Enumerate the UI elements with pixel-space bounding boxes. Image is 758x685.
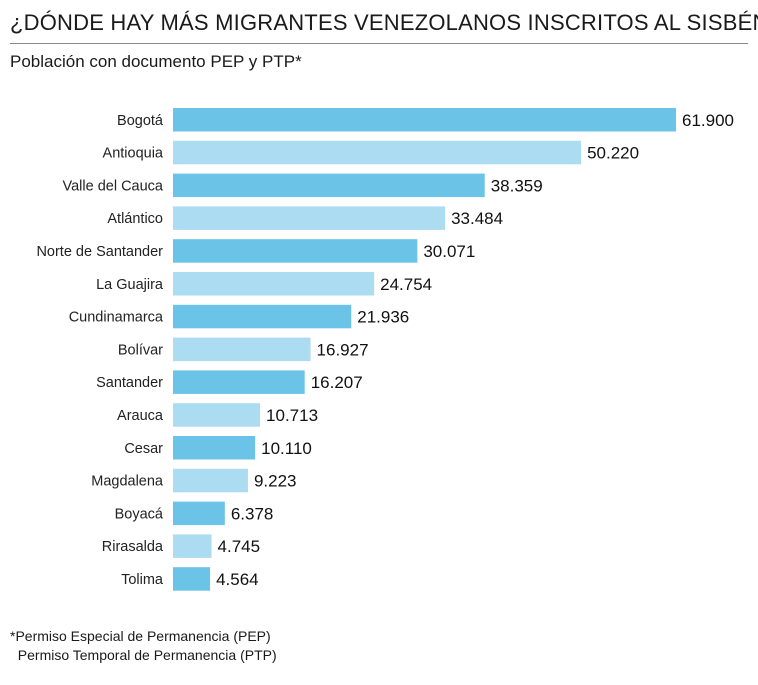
value-label-1: 50.220 xyxy=(587,144,639,163)
value-label-7: 16.927 xyxy=(317,340,369,359)
category-label-13: Rirasalda xyxy=(102,539,164,555)
category-label-3: Atlántico xyxy=(107,211,163,227)
category-label-1: Antioquia xyxy=(103,146,164,162)
category-label-0: Bogotá xyxy=(117,113,164,129)
chart-subtitle: Población con documento PEP y PTP* xyxy=(10,52,302,71)
bar-10 xyxy=(173,436,256,460)
value-label-4: 30.071 xyxy=(423,242,475,261)
category-label-6: Cundinamarca xyxy=(69,310,164,326)
value-label-5: 24.754 xyxy=(380,275,432,294)
bar-7 xyxy=(173,337,311,362)
category-label-2: Valle del Cauca xyxy=(63,178,164,194)
bar-12 xyxy=(173,501,225,526)
category-label-11: Magdalena xyxy=(91,474,164,490)
bar-11 xyxy=(173,468,248,493)
category-label-14: Tolima xyxy=(121,572,164,588)
value-label-13: 4.745 xyxy=(218,537,261,556)
value-label-12: 6.378 xyxy=(231,504,274,523)
category-label-12: Boyacá xyxy=(115,506,164,522)
value-label-11: 9.223 xyxy=(254,472,297,491)
title-divider xyxy=(10,43,748,44)
bar-2 xyxy=(173,173,485,198)
value-label-9: 10.713 xyxy=(266,406,318,425)
value-label-0: 61.900 xyxy=(682,111,734,130)
category-label-9: Arauca xyxy=(117,408,164,424)
bar-4 xyxy=(173,239,418,263)
bar-5 xyxy=(173,272,375,296)
value-label-2: 38.359 xyxy=(491,176,543,195)
value-label-6: 21.936 xyxy=(357,308,409,327)
value-label-8: 16.207 xyxy=(311,373,363,392)
footnote-line-1: *Permiso Especial de Permanencia (PEP) xyxy=(10,628,271,644)
category-label-4: Norte de Santander xyxy=(36,244,163,260)
category-label-8: Santander xyxy=(96,375,163,391)
bar-3 xyxy=(173,206,446,230)
category-label-5: La Guajira xyxy=(96,277,164,293)
bar-6 xyxy=(173,304,352,329)
category-label-7: Bolívar xyxy=(118,342,163,358)
value-label-3: 33.484 xyxy=(451,209,503,228)
footnote-line-2: Permiso Temporal de Permanencia (PTP) xyxy=(10,647,277,663)
bar-chart: Bogotá 61.900 Antioquia 50.220 Valle del Cau… xyxy=(36,108,734,591)
bar-14 xyxy=(173,567,211,591)
bar-1 xyxy=(173,140,582,165)
bar-9 xyxy=(173,403,261,427)
bar-13 xyxy=(173,534,212,558)
bar-8 xyxy=(173,370,305,394)
bar-0 xyxy=(173,108,676,132)
footnote: *Permiso Especial de Permanencia (PEP) P… xyxy=(10,627,277,665)
chart-title: ¿DÓNDE HAY MÁS MIGRANTES VENEZOLANOS INS… xyxy=(10,10,758,35)
value-label-10: 10.110 xyxy=(261,439,312,458)
value-label-14: 4.564 xyxy=(216,570,259,589)
category-label-10: Cesar xyxy=(124,441,163,457)
